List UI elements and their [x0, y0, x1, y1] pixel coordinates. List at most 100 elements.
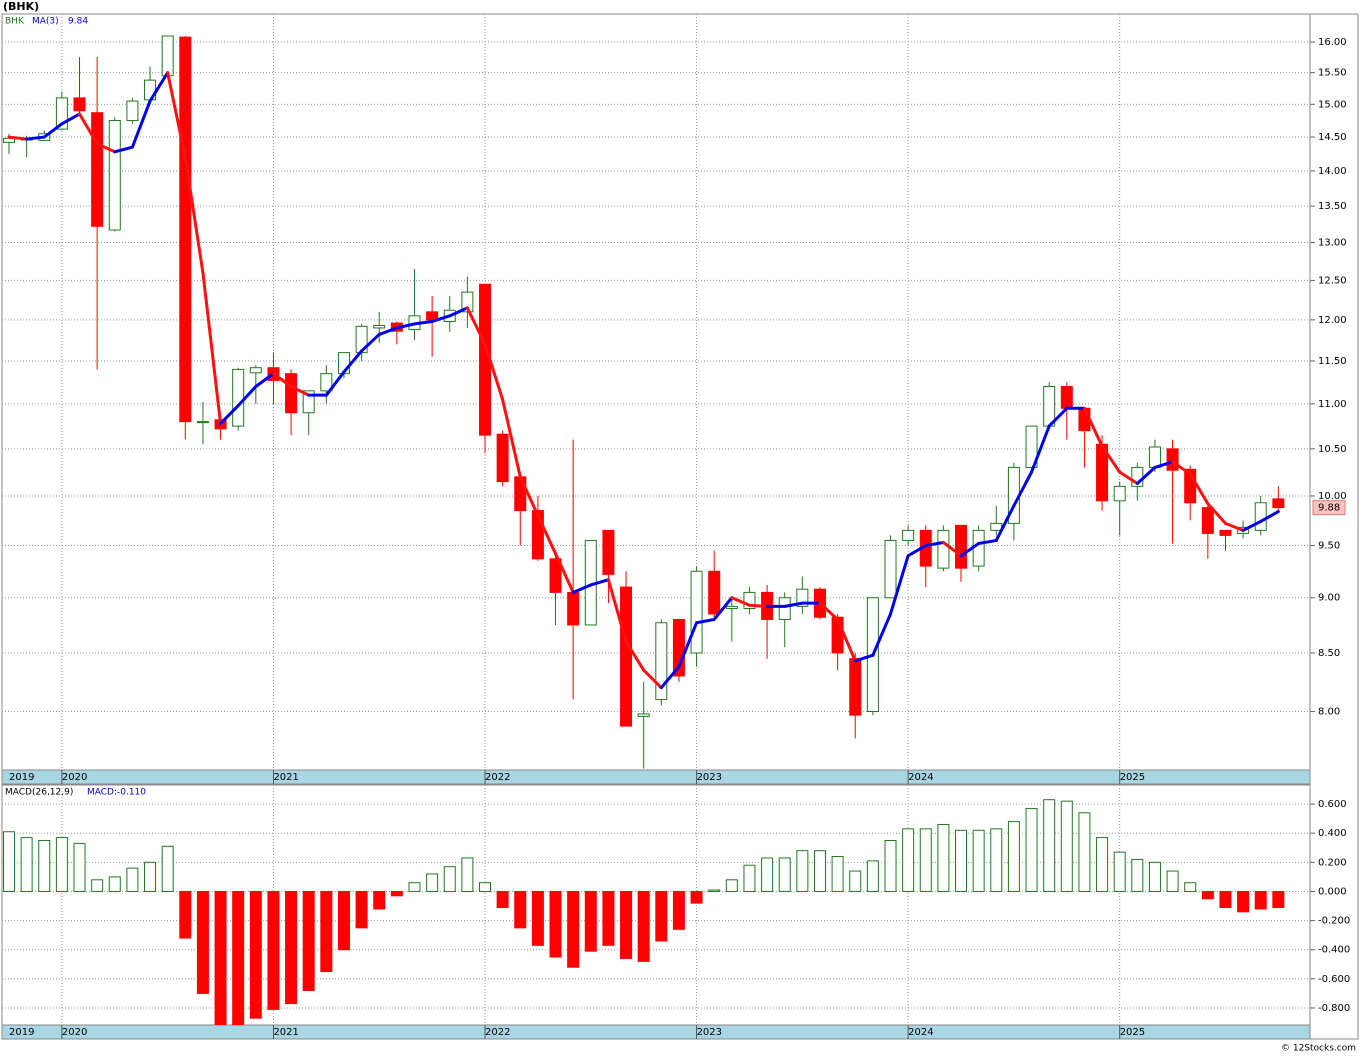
ma-segment [1100, 444, 1122, 474]
y-tick-label: 15.50 [1318, 68, 1347, 79]
macd-bar [1148, 861, 1161, 892]
ma-segment [324, 370, 346, 397]
macd-bar [196, 890, 209, 994]
macd-bar [831, 856, 844, 892]
ma-segment [906, 544, 928, 558]
ma-segment [624, 640, 646, 672]
macd-bar [1184, 882, 1197, 892]
macd-bar [320, 890, 333, 973]
ma-segment [1118, 470, 1139, 485]
y-tick-label: 10.50 [1318, 444, 1347, 455]
macd-bar [355, 890, 368, 929]
ma-segment [78, 112, 99, 146]
legend-ma: MA(3) [32, 17, 59, 27]
ma-segment [342, 349, 364, 374]
x-tick-label: 2021 [273, 1027, 298, 1038]
macd-bar [285, 890, 298, 1005]
y-tick-label: 0.200 [1318, 857, 1347, 868]
ma-segment [554, 552, 575, 594]
ma-segment [818, 601, 840, 621]
candle-body [708, 570, 721, 615]
candle-body [655, 622, 668, 701]
x-axis-strip [1, 769, 1311, 785]
macd-bar [1201, 890, 1214, 900]
ma-segment [642, 668, 663, 690]
y-tick-label: 16.00 [1318, 37, 1347, 48]
candle-body [672, 618, 685, 677]
macd-bar [479, 882, 492, 892]
ma-segment [219, 404, 240, 425]
candle-body [55, 97, 68, 130]
macd-bar [443, 866, 456, 892]
labels: 8.00 8.50 9.00 9.50 10.00 10.50 11.00 11.50 12.0… [9, 17, 1350, 1039]
ma-segment [959, 541, 981, 558]
ma-segment [1259, 510, 1280, 523]
ma-segment [1030, 424, 1051, 474]
y-tick-label: 8.00 [1318, 707, 1340, 718]
macd-bar [1219, 890, 1232, 908]
ma-segment [1171, 460, 1192, 476]
macd-bar [1166, 870, 1179, 892]
macd-bar [937, 823, 950, 892]
candle-body [1201, 507, 1214, 534]
macd-bar [919, 828, 932, 892]
macd-bar [708, 889, 721, 892]
candle-body [1025, 425, 1038, 468]
y-tick-label: 15.00 [1318, 99, 1347, 110]
ma-segment [695, 617, 716, 625]
x-tick-label: 2020 [62, 1027, 87, 1038]
candle-body [1060, 385, 1073, 409]
candle-body [1166, 448, 1179, 471]
macd-bar [1131, 858, 1144, 892]
y-tick-label: 9.00 [1318, 593, 1340, 604]
last-price-label: 9.88 [1318, 503, 1340, 514]
macd-bar [426, 873, 439, 892]
candle-body [232, 368, 245, 427]
ma-segment [977, 538, 998, 545]
ma-segment [853, 653, 875, 663]
candle-body [972, 529, 985, 567]
ma-segment [994, 504, 1016, 542]
candle-body [285, 373, 298, 414]
x-axis-strip [1, 1024, 1311, 1040]
macd-bar [743, 864, 756, 892]
macd-bar [214, 890, 227, 1025]
ma-segment [501, 398, 522, 479]
macd-bar [390, 890, 403, 897]
x-tick-label: 2023 [697, 1027, 722, 1038]
ma-segment [1012, 470, 1034, 508]
chart-title: (BHK) [3, 0, 39, 13]
macd-bar [1060, 800, 1073, 892]
ma-segment [1223, 521, 1245, 532]
macd-bar [902, 828, 915, 892]
macd-bar [849, 870, 862, 892]
ma-segment [1082, 406, 1104, 448]
ma-segment [412, 319, 434, 326]
macd-bar [20, 837, 33, 892]
ma-segment [254, 372, 275, 388]
macd-bar [144, 861, 157, 892]
y-axis-frame [1309, 13, 1359, 1040]
ma-segment [430, 314, 452, 323]
ma-segment [836, 617, 857, 663]
ma-segment [483, 342, 505, 402]
price-plot [2, 14, 1310, 770]
macd-bar [655, 890, 668, 942]
ma-segment [1241, 519, 1263, 532]
ma-segment [377, 326, 399, 336]
macd-bar [690, 890, 703, 904]
ma-segment [236, 384, 258, 408]
candle-body [531, 510, 544, 560]
macd-bar [1007, 821, 1020, 892]
ma-segment [448, 306, 469, 318]
macd-bar [91, 879, 104, 892]
ma-segment [589, 578, 610, 587]
ma-segment [536, 513, 558, 556]
y-tick-label: 8.50 [1318, 648, 1340, 659]
ma-segment [130, 99, 152, 149]
y-tick-label: 12.50 [1318, 275, 1347, 286]
candle-body [320, 373, 333, 392]
x-tick-label: 2025 [1120, 1027, 1145, 1038]
macd-bar [1096, 837, 1109, 892]
legend-macd: MACD(26,12,9) [5, 788, 73, 798]
